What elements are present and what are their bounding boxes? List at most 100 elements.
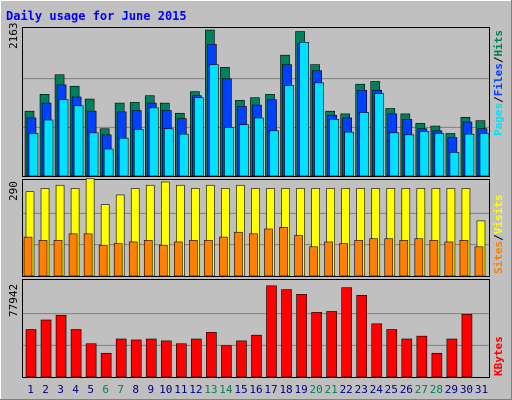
middle-legend: Sites/Visits bbox=[492, 195, 505, 275]
legend-visits: Visits bbox=[492, 195, 505, 235]
sites-bar bbox=[98, 244, 108, 277]
sites-bar bbox=[204, 240, 213, 277]
sites-bar bbox=[309, 246, 318, 277]
sites-bar bbox=[459, 240, 469, 277]
sites-bar bbox=[264, 228, 273, 277]
sites-bar bbox=[369, 238, 379, 277]
pages-bar bbox=[284, 85, 294, 177]
x-axis-day-label: 15 bbox=[234, 383, 247, 396]
x-axis-day-label: 3 bbox=[57, 383, 64, 396]
sites-bar bbox=[53, 240, 63, 277]
x-axis-day-label: 10 bbox=[159, 383, 172, 396]
x-axis-day-label: 28 bbox=[430, 383, 443, 396]
kbytes-bar bbox=[356, 294, 368, 378]
x-axis-day-label: 31 bbox=[475, 383, 488, 396]
legend-sep-2: / bbox=[492, 56, 505, 63]
legend-hits: Hits bbox=[492, 30, 505, 57]
sites-bar bbox=[128, 241, 138, 277]
kbytes-bar bbox=[251, 334, 262, 378]
pages-bar bbox=[389, 132, 400, 177]
sites-bar bbox=[38, 240, 48, 277]
x-axis-day-label: 30 bbox=[460, 383, 473, 396]
sites-bar bbox=[113, 243, 123, 277]
sites-bar bbox=[354, 240, 364, 277]
chart-title: Daily usage for June 2015 bbox=[6, 9, 187, 23]
kbytes-bar bbox=[431, 352, 443, 378]
x-axis-day-label: 11 bbox=[174, 383, 187, 396]
x-axis-day-label: 22 bbox=[340, 383, 353, 396]
x-axis-day-label: 6 bbox=[102, 383, 109, 396]
pages-bar bbox=[179, 133, 189, 177]
pages-bar bbox=[299, 42, 309, 177]
kbytes-bar bbox=[70, 329, 82, 378]
x-axis-day-label: 2 bbox=[42, 383, 49, 396]
pages-bar bbox=[239, 124, 249, 177]
sites-bar bbox=[234, 231, 243, 277]
sites-bar bbox=[414, 238, 424, 277]
sites-bar bbox=[429, 240, 439, 277]
kbytes-bar bbox=[176, 343, 187, 378]
sites-bar bbox=[384, 238, 394, 277]
legend-sep-1: / bbox=[492, 96, 505, 103]
chart-bars bbox=[23, 29, 490, 378]
sites-bar bbox=[23, 236, 33, 277]
panel-top-frame bbox=[22, 27, 490, 177]
pages-bar bbox=[103, 148, 114, 177]
x-axis-day-label: 29 bbox=[445, 383, 458, 396]
kbytes-bar bbox=[386, 329, 398, 378]
kbytes-bar bbox=[221, 345, 232, 378]
x-axis-day-label: 23 bbox=[355, 383, 368, 396]
pages-bar bbox=[314, 82, 324, 177]
x-axis-day-label: 5 bbox=[87, 383, 94, 396]
x-axis-day-label: 4 bbox=[72, 383, 79, 396]
legend-sep-3: / bbox=[492, 234, 505, 241]
pages-bar bbox=[434, 133, 445, 177]
panel-bottom-frame bbox=[22, 279, 490, 378]
kbytes-bar bbox=[461, 313, 473, 378]
pages-bar bbox=[148, 107, 159, 177]
sites-bar bbox=[474, 246, 484, 277]
sites-bar bbox=[143, 240, 153, 277]
legend-pages: Pages bbox=[492, 103, 505, 136]
kbytes-bar bbox=[145, 338, 157, 378]
x-axis-day-label: 7 bbox=[117, 383, 124, 396]
kbytes-bar bbox=[236, 340, 247, 378]
kbytes-bar bbox=[115, 338, 127, 378]
sites-bar bbox=[339, 243, 348, 277]
sites-bar bbox=[68, 233, 78, 277]
pages-bar bbox=[73, 105, 84, 177]
kbytes-bar bbox=[55, 314, 67, 378]
x-axis-day-label: 9 bbox=[147, 383, 154, 396]
pages-bar bbox=[209, 64, 219, 177]
sites-bar bbox=[444, 241, 454, 277]
kbytes-bar bbox=[281, 289, 292, 378]
kbytes-bar bbox=[326, 311, 337, 378]
pages-bar bbox=[254, 117, 264, 177]
top-legend: Pages/Files/Hits bbox=[492, 30, 505, 136]
pages-bar bbox=[28, 133, 39, 177]
sites-bar bbox=[83, 233, 93, 277]
x-axis-day-label: 21 bbox=[325, 383, 338, 396]
x-axis-day-label: 20 bbox=[310, 383, 323, 396]
pages-bar bbox=[374, 93, 385, 177]
pages-bar bbox=[344, 131, 354, 177]
kbytes-bar bbox=[130, 339, 142, 378]
x-axis-day-label: 26 bbox=[400, 383, 413, 396]
kbytes-bar bbox=[401, 338, 413, 378]
kbytes-bar bbox=[160, 340, 172, 378]
sites-bar bbox=[158, 244, 168, 277]
middle-ymax-label: 290 bbox=[7, 181, 20, 201]
kbytes-bar bbox=[191, 338, 202, 378]
kbytes-bar bbox=[296, 294, 307, 378]
kbytes-bar bbox=[100, 352, 112, 378]
kbytes-bar bbox=[371, 323, 383, 378]
kbytes-bar bbox=[40, 319, 52, 378]
bottom-ymax-label: 77942 bbox=[7, 284, 20, 317]
kbytes-bar bbox=[85, 343, 97, 378]
top-ymax-label: 2163 bbox=[7, 23, 20, 50]
legend-kbytes: KBytes bbox=[492, 336, 505, 376]
sites-bar bbox=[279, 227, 288, 277]
legend-files: Files bbox=[492, 63, 505, 96]
sites-bar bbox=[189, 240, 198, 277]
